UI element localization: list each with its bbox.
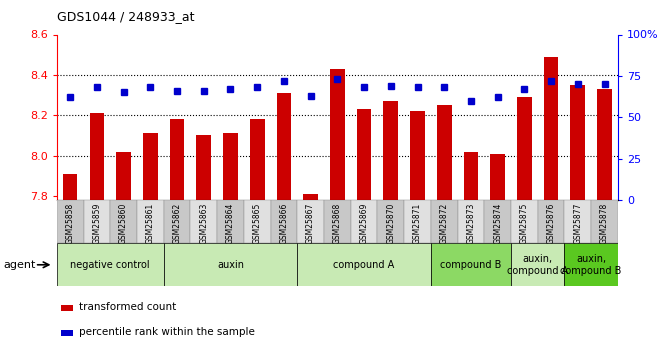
Bar bbox=[357, 109, 371, 200]
Bar bbox=[591, 200, 618, 243]
Text: GSM25862: GSM25862 bbox=[172, 202, 182, 244]
Text: GSM25872: GSM25872 bbox=[440, 202, 449, 244]
Bar bbox=[324, 200, 351, 243]
Bar bbox=[404, 200, 431, 243]
Bar bbox=[164, 243, 297, 286]
Text: compound A: compound A bbox=[333, 260, 395, 270]
Bar bbox=[297, 200, 324, 243]
Text: negative control: negative control bbox=[70, 260, 150, 270]
Text: GSM25870: GSM25870 bbox=[386, 202, 395, 244]
Bar bbox=[84, 200, 110, 243]
Bar bbox=[217, 200, 244, 243]
Text: transformed count: transformed count bbox=[79, 302, 176, 312]
Bar bbox=[170, 119, 184, 200]
Text: GSM25863: GSM25863 bbox=[199, 202, 208, 244]
Text: GSM25867: GSM25867 bbox=[306, 202, 315, 244]
Text: compound B: compound B bbox=[440, 260, 502, 270]
Bar bbox=[61, 305, 73, 311]
Bar bbox=[431, 243, 511, 286]
Text: GSM25873: GSM25873 bbox=[466, 202, 476, 244]
Text: GSM25861: GSM25861 bbox=[146, 202, 155, 244]
Bar bbox=[250, 119, 265, 200]
Bar bbox=[271, 200, 297, 243]
Text: GSM25875: GSM25875 bbox=[520, 202, 529, 244]
Text: GSM25859: GSM25859 bbox=[92, 202, 102, 244]
Bar bbox=[511, 243, 564, 286]
Bar bbox=[116, 152, 131, 200]
Bar bbox=[63, 174, 77, 200]
Text: GSM25865: GSM25865 bbox=[253, 202, 262, 244]
Bar bbox=[464, 152, 478, 200]
Text: GSM25877: GSM25877 bbox=[573, 202, 582, 244]
Text: GSM25864: GSM25864 bbox=[226, 202, 235, 244]
Bar bbox=[351, 200, 377, 243]
Bar bbox=[564, 200, 591, 243]
Text: percentile rank within the sample: percentile rank within the sample bbox=[79, 327, 255, 337]
Bar bbox=[190, 200, 217, 243]
Bar bbox=[143, 134, 158, 200]
Bar bbox=[90, 113, 104, 200]
Bar bbox=[61, 330, 73, 336]
Text: GDS1044 / 248933_at: GDS1044 / 248933_at bbox=[57, 10, 194, 23]
Bar bbox=[570, 85, 585, 200]
Bar bbox=[297, 243, 431, 286]
Bar bbox=[517, 97, 532, 200]
Bar bbox=[437, 105, 452, 200]
Text: GSM25869: GSM25869 bbox=[359, 202, 369, 244]
Text: agent: agent bbox=[3, 260, 35, 270]
Bar bbox=[196, 136, 211, 200]
Text: GSM25874: GSM25874 bbox=[493, 202, 502, 244]
Text: GSM25860: GSM25860 bbox=[119, 202, 128, 244]
Bar bbox=[410, 111, 425, 200]
Bar bbox=[110, 200, 137, 243]
Text: GSM25858: GSM25858 bbox=[65, 202, 75, 244]
Bar bbox=[458, 200, 484, 243]
Bar bbox=[490, 154, 505, 200]
Bar bbox=[57, 243, 164, 286]
Bar bbox=[303, 194, 318, 200]
Bar bbox=[484, 200, 511, 243]
Bar bbox=[538, 200, 564, 243]
Text: auxin,
compound B: auxin, compound B bbox=[560, 254, 622, 276]
Text: auxin,
compound A: auxin, compound A bbox=[507, 254, 568, 276]
Bar bbox=[164, 200, 190, 243]
Text: GSM25878: GSM25878 bbox=[600, 202, 609, 244]
Bar bbox=[564, 243, 618, 286]
Bar bbox=[330, 69, 345, 200]
Bar bbox=[137, 200, 164, 243]
Bar bbox=[277, 93, 291, 200]
Text: GSM25871: GSM25871 bbox=[413, 202, 422, 244]
Text: GSM25868: GSM25868 bbox=[333, 202, 342, 244]
Bar bbox=[377, 200, 404, 243]
Bar bbox=[544, 57, 558, 200]
Text: auxin: auxin bbox=[217, 260, 244, 270]
Bar bbox=[57, 200, 84, 243]
Bar bbox=[431, 200, 458, 243]
Text: GSM25866: GSM25866 bbox=[279, 202, 289, 244]
Bar bbox=[383, 101, 398, 200]
Bar bbox=[244, 200, 271, 243]
Bar bbox=[223, 134, 238, 200]
Bar bbox=[597, 89, 612, 200]
Bar bbox=[511, 200, 538, 243]
Text: GSM25876: GSM25876 bbox=[546, 202, 556, 244]
